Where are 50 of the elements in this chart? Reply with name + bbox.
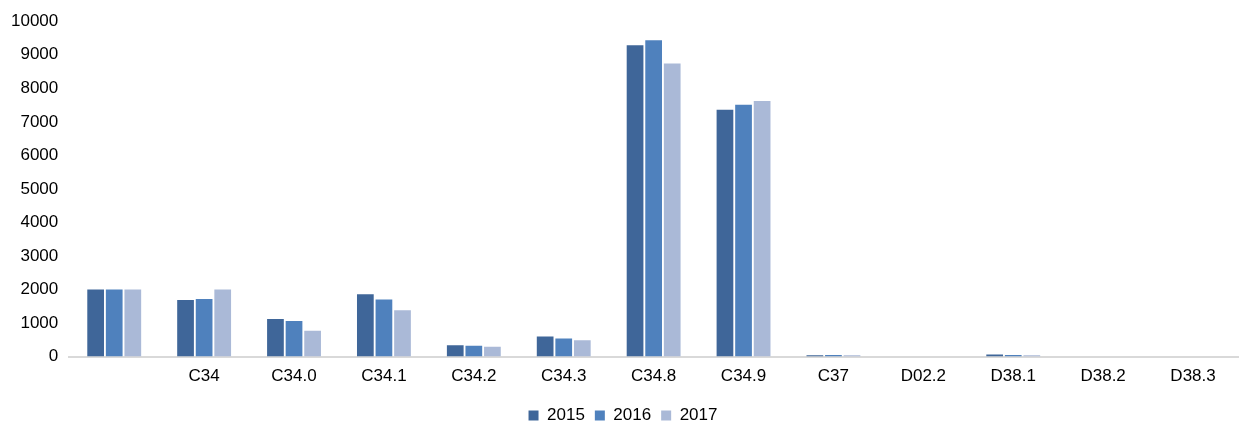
x-tick-label: C34.1 <box>361 366 407 386</box>
y-tick-label: 0 <box>48 346 59 366</box>
x-tick-label: D38.2 <box>1080 366 1126 386</box>
x-tick-label: C34.8 <box>630 366 677 386</box>
y-tick-label: 9000 <box>20 44 59 64</box>
y-tick-label: 7000 <box>20 111 59 131</box>
x-tick-label: C34.0 <box>271 366 317 386</box>
bar <box>735 104 752 357</box>
bar <box>105 289 123 357</box>
bar <box>267 319 284 357</box>
x-tick-label: D38.1 <box>990 366 1036 386</box>
bar <box>195 298 213 357</box>
bar <box>484 346 501 357</box>
bar <box>753 101 771 357</box>
y-tick-label: 5000 <box>20 178 59 198</box>
bar <box>214 289 232 357</box>
y-tick-label: 10000 <box>10 10 59 30</box>
x-tick-label: D02.2 <box>900 366 947 386</box>
legend-label: 2017 <box>679 405 718 425</box>
y-tick-label: 1000 <box>20 312 59 332</box>
legend-label: 2016 <box>613 405 652 425</box>
bar <box>663 63 681 357</box>
y-tick-label: 2000 <box>20 279 59 299</box>
bar <box>536 336 554 357</box>
x-tick-label: D38.3 <box>1170 366 1216 386</box>
bar <box>177 299 194 357</box>
bar <box>573 340 591 357</box>
y-tick-label: 3000 <box>20 245 59 265</box>
x-tick-label: C34.3 <box>541 366 587 386</box>
bar <box>446 345 464 357</box>
bar <box>87 289 105 357</box>
bar <box>394 310 411 357</box>
bar <box>645 40 662 357</box>
x-tick-label: C34.2 <box>451 366 497 386</box>
bar <box>465 345 483 357</box>
bar <box>124 289 142 357</box>
bar <box>356 294 374 357</box>
y-tick-label: 4000 <box>20 212 59 232</box>
bar <box>626 45 644 357</box>
bar <box>285 321 303 357</box>
bar <box>304 330 321 357</box>
y-tick-label: 6000 <box>20 145 59 165</box>
y-tick-label: 8000 <box>20 77 59 97</box>
bar <box>555 338 573 357</box>
x-tick-label: C34 <box>188 366 220 386</box>
bar <box>716 109 734 357</box>
bar <box>375 299 393 357</box>
x-tick-label: C37 <box>817 366 850 386</box>
legend-label: 2015 <box>547 405 585 425</box>
x-tick-label: C34.9 <box>720 366 767 386</box>
